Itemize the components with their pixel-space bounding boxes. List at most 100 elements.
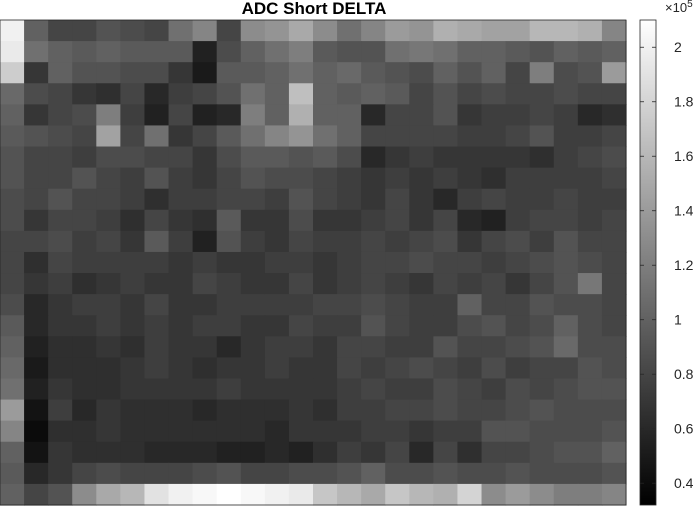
heatmap-cell <box>24 273 49 295</box>
heatmap-cell <box>96 462 121 485</box>
heatmap-cell <box>264 336 290 358</box>
heatmap-cell <box>288 378 314 401</box>
heatmap-cell <box>168 146 194 169</box>
colorbar-tick-label: 2 <box>674 39 682 55</box>
heatmap-cell <box>96 146 121 169</box>
heatmap-cell <box>264 483 290 506</box>
heatmap-cell <box>505 357 531 380</box>
heatmap-cell <box>48 315 73 337</box>
heatmap-cell <box>313 399 338 422</box>
heatmap-cell <box>144 188 170 211</box>
heatmap-cell <box>0 357 25 380</box>
heatmap-cell <box>433 209 459 232</box>
heatmap-cell <box>385 20 410 42</box>
heatmap-cell <box>481 336 507 358</box>
heatmap-cell <box>96 420 121 443</box>
heatmap-cell <box>216 20 242 42</box>
heatmap-cell <box>144 146 170 169</box>
heatmap-cell <box>409 462 434 485</box>
heatmap-cell <box>505 230 531 253</box>
heatmap-cell <box>240 294 266 316</box>
heatmap-cell <box>240 188 266 211</box>
heatmap-cell <box>264 20 290 42</box>
heatmap-cell <box>385 209 410 232</box>
heatmap-cell <box>168 188 194 211</box>
heatmap-cell <box>24 209 49 232</box>
heatmap-cell <box>457 357 483 380</box>
heatmap-cell <box>48 462 73 485</box>
heatmap-cell <box>144 483 170 506</box>
heatmap-cell <box>48 167 73 190</box>
heatmap-cell <box>601 441 627 464</box>
heatmap-cell <box>120 462 146 485</box>
heatmap-cell <box>48 336 73 358</box>
colorbar-tick-label: 0.8 <box>674 366 694 382</box>
plot-frame <box>0 19 627 506</box>
heatmap-cell <box>361 357 386 380</box>
heatmap-cell <box>24 420 49 443</box>
heatmap-cell <box>313 62 338 84</box>
heatmap-cell <box>120 83 146 105</box>
heatmap-cell <box>601 230 627 253</box>
heatmap-cell <box>385 41 410 63</box>
heatmap-cell <box>216 41 242 63</box>
heatmap-cell <box>433 20 459 42</box>
heatmap-cell <box>48 273 73 295</box>
heatmap-cell <box>361 441 386 464</box>
heatmap-cell <box>457 315 483 337</box>
heatmap-cell <box>168 41 194 63</box>
heatmap-cell <box>240 357 266 380</box>
heatmap-cell <box>457 378 483 401</box>
heatmap-cell <box>409 483 434 506</box>
heatmap-cell <box>529 104 555 127</box>
heatmap-cell <box>313 104 338 127</box>
heatmap-cell <box>240 441 266 464</box>
heatmap-cell <box>529 399 555 422</box>
heatmap-cell <box>601 146 627 169</box>
heatmap-cell <box>601 378 627 401</box>
heatmap-cell <box>96 294 121 316</box>
heatmap-cell <box>337 209 362 232</box>
heatmap-cell <box>553 41 579 63</box>
heatmap-cell <box>168 357 194 380</box>
heatmap-cell <box>120 125 146 148</box>
heatmap-cell <box>505 167 531 190</box>
heatmap-cell <box>264 167 290 190</box>
heatmap-cell <box>72 399 97 422</box>
heatmap-cell <box>168 294 194 316</box>
heatmap-cell <box>481 399 507 422</box>
heatmap-cell <box>144 357 170 380</box>
colorbar-tick-label: 1.4 <box>674 203 694 219</box>
heatmap-cell <box>72 441 97 464</box>
heatmap-cell <box>168 104 194 127</box>
heatmap-cell <box>120 41 146 63</box>
heatmap-cell <box>409 441 434 464</box>
heatmap-cell <box>144 462 170 485</box>
heatmap-cell <box>216 315 242 337</box>
heatmap-cell <box>0 336 25 358</box>
heatmap-cell <box>409 251 434 274</box>
heatmap-cell <box>168 315 194 337</box>
heatmap-cell <box>48 188 73 211</box>
heatmap-cell <box>529 294 555 316</box>
heatmap-cell <box>48 251 73 274</box>
heatmap-cell <box>577 146 603 169</box>
heatmap-cell <box>553 167 579 190</box>
heatmap-cell <box>361 315 386 337</box>
heatmap-cell <box>505 483 531 506</box>
heatmap-cell <box>216 230 242 253</box>
heatmap-cell <box>529 146 555 169</box>
heatmap-cell <box>457 420 483 443</box>
heatmap-cell <box>144 83 170 105</box>
heatmap-cell <box>96 251 121 274</box>
heatmap-cell <box>0 230 25 253</box>
heatmap-cell <box>481 378 507 401</box>
heatmap-cell <box>72 230 97 253</box>
heatmap-cell <box>72 104 97 127</box>
heatmap-cell <box>240 41 266 63</box>
heatmap-cell <box>120 188 146 211</box>
heatmap-cell <box>120 483 146 506</box>
heatmap-cell <box>72 483 97 506</box>
heatmap-cell <box>72 146 97 169</box>
